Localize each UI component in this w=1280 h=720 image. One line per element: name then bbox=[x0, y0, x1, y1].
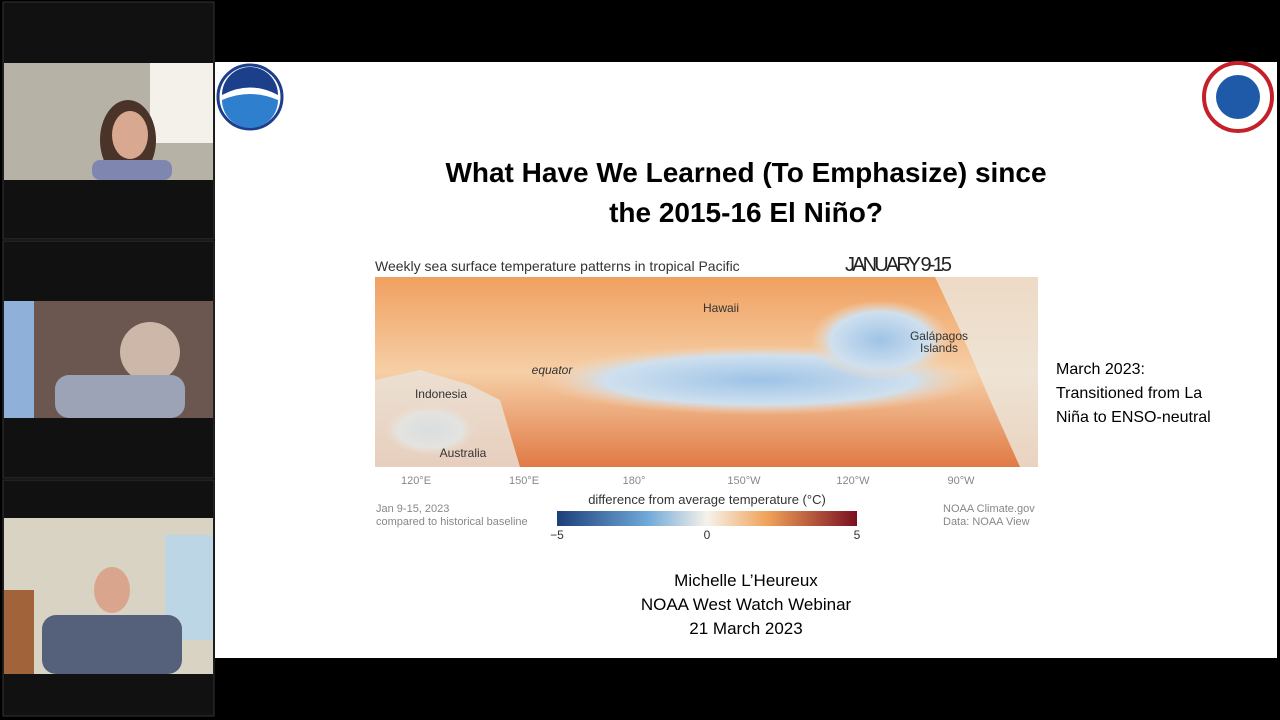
presenter: Michelle L’Heureux bbox=[674, 571, 818, 590]
face bbox=[94, 567, 130, 613]
side-note: Niña to ENSO-neutral bbox=[1056, 409, 1211, 426]
side-note: March 2023: bbox=[1056, 361, 1145, 378]
land bbox=[375, 370, 520, 467]
colorbar-tick: 0 bbox=[704, 528, 711, 542]
longitude-label: 120°W bbox=[836, 475, 870, 487]
longitude-label: 90°W bbox=[947, 475, 975, 487]
longitude-label: 150°W bbox=[727, 475, 761, 487]
place-label: Australia bbox=[440, 446, 487, 460]
face bbox=[120, 322, 180, 382]
participant-tiles bbox=[2, 1, 215, 717]
door bbox=[4, 590, 34, 674]
place-label: Islands bbox=[920, 341, 958, 355]
nws-logo-center bbox=[1216, 75, 1260, 119]
longitude-label: 150°E bbox=[509, 475, 539, 487]
date: 21 March 2023 bbox=[689, 619, 802, 638]
colorbar bbox=[557, 511, 857, 526]
noaa-logo-bottom bbox=[222, 94, 278, 128]
longitude-label: 180° bbox=[623, 475, 646, 487]
side-note: Transitioned from La bbox=[1056, 385, 1202, 402]
slide-title: What Have We Learned (To Emphasize) sinc… bbox=[445, 157, 1046, 188]
legend-title: difference from average temperature (°C) bbox=[588, 492, 826, 507]
shirt bbox=[55, 375, 185, 418]
shirt bbox=[92, 160, 172, 180]
face bbox=[112, 111, 148, 159]
place-label: Indonesia bbox=[415, 387, 467, 401]
map-date: JANUARY 9-15 bbox=[845, 254, 952, 276]
map-note: Jan 9-15, 2023 bbox=[376, 503, 449, 515]
sst-map bbox=[375, 277, 1038, 467]
map-credit: NOAA Climate.gov bbox=[943, 503, 1035, 515]
colorbar-tick: 5 bbox=[854, 528, 861, 542]
window bbox=[150, 63, 213, 143]
place-label: Galápagos bbox=[910, 329, 968, 343]
map-caption: Weekly sea surface temperature patterns … bbox=[375, 258, 740, 274]
wall bbox=[4, 301, 34, 418]
place-label: Hawaii bbox=[703, 301, 739, 315]
event: NOAA West Watch Webinar bbox=[641, 595, 852, 614]
cool-anomaly bbox=[810, 300, 950, 380]
shirt bbox=[42, 615, 182, 674]
map-note: compared to historical baseline bbox=[376, 516, 528, 528]
slide-title: the 2015-16 El Niño? bbox=[609, 197, 883, 228]
longitude-label: 120°E bbox=[401, 475, 431, 487]
noaa-logo-top bbox=[222, 67, 278, 95]
map-credit: Data: NOAA View bbox=[943, 516, 1030, 528]
land bbox=[935, 277, 1038, 467]
colorbar-tick: −5 bbox=[550, 528, 564, 542]
place-label: equator bbox=[532, 363, 574, 377]
